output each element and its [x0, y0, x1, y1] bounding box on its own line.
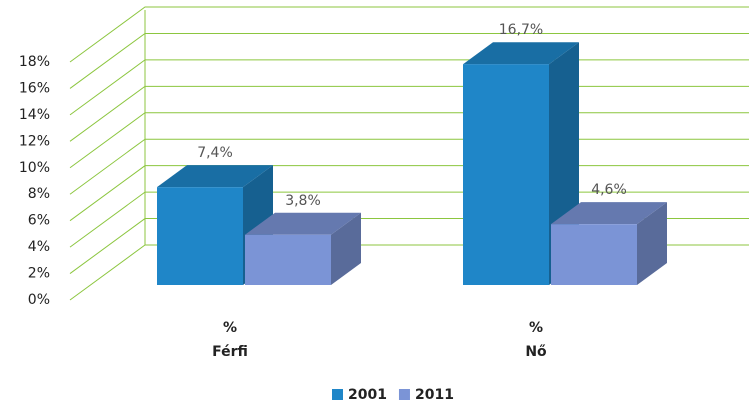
x-tick-label: Férfi [212, 344, 248, 360]
y-tick-label: 10% [19, 160, 50, 176]
y-tick-label: 16% [19, 80, 50, 96]
y-tick-label: 2% [28, 266, 50, 282]
bar [551, 224, 637, 285]
y-tick-label: 0% [28, 292, 50, 308]
bar [157, 187, 243, 285]
grid-line [69, 32, 749, 89]
bar-top [157, 165, 273, 188]
y-tick-label: 12% [19, 133, 50, 149]
y-tick-label: 4% [28, 239, 50, 255]
legend-swatch [332, 389, 343, 400]
grid-line [69, 112, 749, 169]
bar-top [245, 212, 361, 235]
grid-line [69, 59, 749, 116]
grid-line [69, 85, 749, 142]
y-tick-label: 14% [19, 107, 50, 123]
legend-label: 2001 [348, 387, 387, 403]
value-label: 3,8% [285, 193, 321, 209]
bar-side [637, 202, 667, 285]
bar-top [463, 42, 579, 65]
value-label: 7,4% [197, 145, 233, 161]
value-label: 16,7% [499, 22, 543, 38]
bar-side [331, 212, 361, 285]
y-tick-label: 8% [28, 186, 50, 202]
y-tick-label: 6% [28, 213, 50, 229]
legend-label: 2011 [415, 387, 454, 403]
x-tick-label: Nő [525, 344, 547, 360]
x-tick-label: % [529, 320, 543, 336]
x-tick-label: % [223, 320, 237, 336]
bar [245, 234, 331, 285]
bar-top [551, 202, 667, 225]
grid-line [69, 6, 749, 63]
y-tick-label: 18% [19, 54, 50, 70]
value-label: 4,6% [591, 182, 627, 198]
legend-swatch [398, 389, 410, 400]
bar [463, 64, 549, 285]
